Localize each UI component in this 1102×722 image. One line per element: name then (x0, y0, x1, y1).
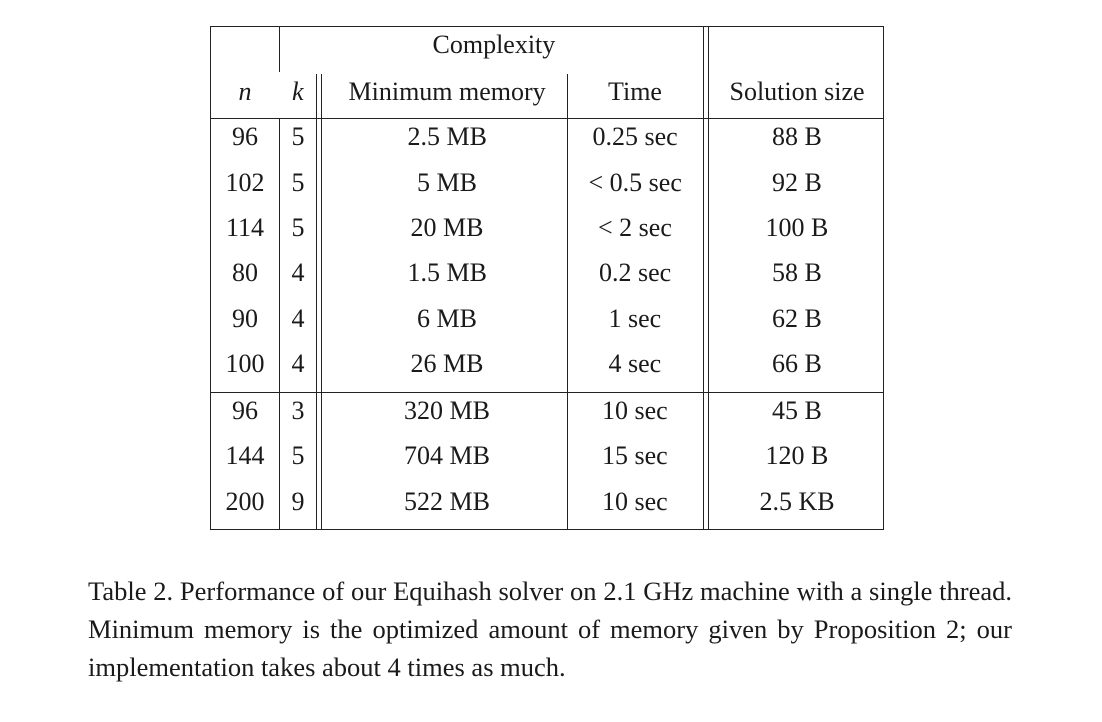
header-minimum-memory: Minimum memory (348, 77, 546, 106)
cell-n: 114 (226, 213, 265, 242)
cell-k: 5 (291, 122, 305, 151)
cell-n: 96 (232, 396, 258, 425)
cell-k: 4 (291, 258, 305, 287)
header-solution-size: Solution size (729, 77, 865, 106)
cell-time: 10 sec (602, 396, 668, 425)
table-caption: Table 2. Performance of our Equihash sol… (88, 576, 1012, 682)
cell-n: 90 (232, 304, 258, 333)
cell-n: 200 (225, 487, 265, 516)
col-rule-time-size-a (703, 26, 705, 530)
cell-memory: 6 MB (417, 304, 477, 333)
header-rule (210, 118, 884, 120)
cell-memory: 522 MB (404, 487, 490, 516)
group-header-complexity: Complexity (432, 30, 556, 59)
cell-k: 3 (291, 396, 305, 425)
col-rule-k-mem-b (321, 74, 323, 530)
cell-time: < 2 sec (598, 213, 672, 242)
cell-n: 102 (225, 168, 265, 197)
cell-time: 0.2 sec (599, 258, 672, 287)
table-border-right (882, 26, 884, 530)
performance-table: Complexity n k Minimum memory Time Solution s… (210, 26, 884, 531)
cell-size: 66 B (772, 349, 822, 378)
table-border-top (210, 26, 884, 28)
group-rule (279, 26, 281, 72)
cell-k: 5 (291, 213, 305, 242)
cell-time: 1 sec (608, 304, 662, 333)
cell-size: 45 B (772, 396, 822, 425)
cell-memory: 20 MB (410, 213, 484, 242)
cell-n: 100 (225, 349, 265, 378)
cell-n: 96 (232, 122, 258, 151)
cell-size: 58 B (772, 258, 822, 287)
header-n: n (238, 77, 252, 106)
cell-k: 9 (291, 487, 305, 516)
cell-memory: 1.5 MB (407, 258, 487, 287)
cell-size: 62 B (772, 304, 822, 333)
cell-time: 10 sec (602, 487, 668, 516)
cell-memory: 704 MB (404, 441, 490, 470)
cell-memory: 5 MB (417, 168, 477, 197)
cell-n: 80 (232, 258, 258, 287)
col-rule-mem-time (567, 74, 569, 530)
col-rule-n-k (279, 118, 281, 530)
cell-memory: 2.5 MB (407, 122, 487, 151)
header-time: Time (608, 77, 662, 106)
section-rule (210, 392, 884, 394)
cell-time: 0.25 sec (592, 122, 678, 151)
cell-n: 144 (225, 441, 265, 470)
cell-k: 4 (291, 304, 305, 333)
header-k: k (292, 77, 304, 106)
cell-time: 4 sec (608, 349, 662, 378)
cell-memory: 320 MB (404, 396, 490, 425)
cell-k: 5 (291, 168, 305, 197)
cell-k: 4 (291, 349, 305, 378)
cell-time: < 0.5 sec (588, 168, 682, 197)
cell-k: 5 (291, 441, 305, 470)
col-rule-k-mem-a (316, 74, 318, 530)
cell-size: 120 B (765, 441, 829, 470)
cell-size: 100 B (765, 213, 829, 242)
cell-time: 15 sec (602, 441, 668, 470)
cell-memory: 26 MB (410, 349, 484, 378)
cell-size: 92 B (772, 168, 822, 197)
cell-size: 2.5 KB (759, 487, 835, 516)
table-border-bottom (210, 529, 884, 531)
col-rule-time-size-b (708, 26, 710, 530)
cell-size: 88 B (772, 122, 822, 151)
table-border-left (210, 26, 212, 530)
